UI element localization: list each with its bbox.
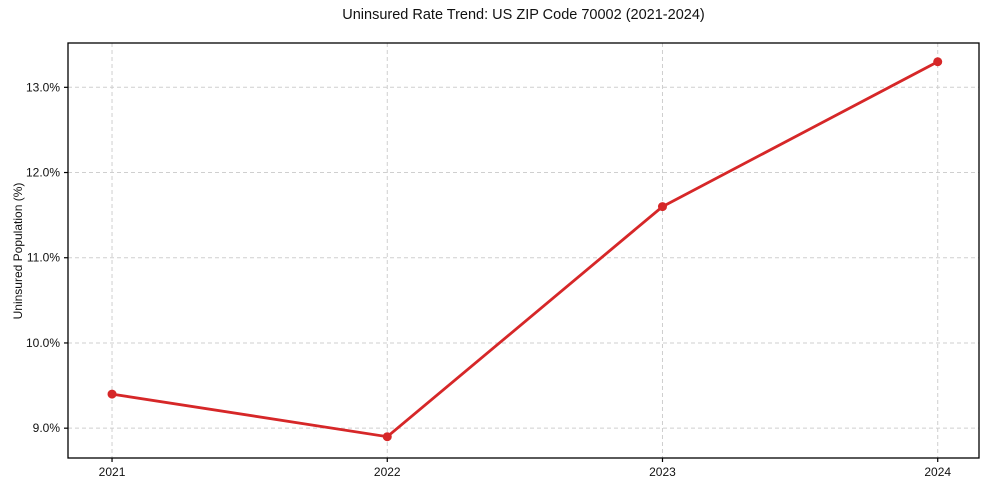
y-tick-label: 12.0% xyxy=(26,166,60,180)
y-tick-label: 10.0% xyxy=(26,336,60,350)
data-point-marker xyxy=(657,202,667,212)
y-tick-label: 13.0% xyxy=(26,80,60,94)
data-point-marker xyxy=(933,57,943,67)
x-tick-label: 2023 xyxy=(649,465,676,479)
chart-title: Uninsured Rate Trend: US ZIP Code 70002 … xyxy=(342,7,705,23)
x-tick-label: 2022 xyxy=(374,465,401,479)
trend-line xyxy=(110,60,940,439)
x-tick-label: 2021 xyxy=(99,465,126,479)
x-tick-label: 2024 xyxy=(924,465,951,479)
data-point-marker xyxy=(107,389,117,399)
y-tick-label: 9.0% xyxy=(33,421,61,435)
data-point-marker xyxy=(382,432,392,442)
y-tick-label: 11.0% xyxy=(27,251,60,265)
plot-border xyxy=(67,42,980,459)
